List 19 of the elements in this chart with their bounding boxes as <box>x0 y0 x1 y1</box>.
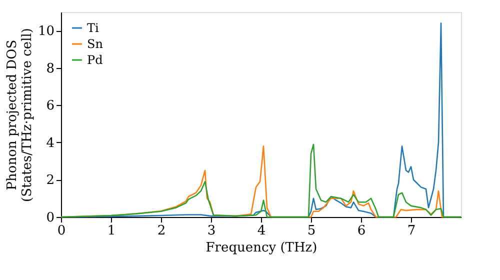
x-tick-label: 3 <box>207 224 216 238</box>
x-tick-label: 1 <box>107 224 116 238</box>
x-tick-label: 7 <box>407 224 416 238</box>
x-tick-label: 5 <box>307 224 316 238</box>
y-axis-title: Phonon projected DOS (States/THz·primitive cell) <box>4 28 35 202</box>
x-axis-title: Frequency (THz) <box>206 240 318 256</box>
legend-label: Ti <box>87 21 100 35</box>
y-tick-label: 0 <box>46 210 54 226</box>
legend-label: Sn <box>87 37 104 51</box>
x-tick-label: 2 <box>157 224 166 238</box>
y-tick-label: 4 <box>46 136 54 151</box>
x-tick-label: 4 <box>257 224 266 238</box>
y-tick-label: 8 <box>46 61 54 76</box>
y-tick-label: 10 <box>38 24 54 40</box>
x-tick-label: 0 <box>57 224 66 238</box>
y-tick-label: 6 <box>46 98 54 114</box>
x-tick-label: 6 <box>357 224 366 238</box>
legend-label: Pd <box>87 53 104 67</box>
y-tick-label: 2 <box>46 173 54 188</box>
